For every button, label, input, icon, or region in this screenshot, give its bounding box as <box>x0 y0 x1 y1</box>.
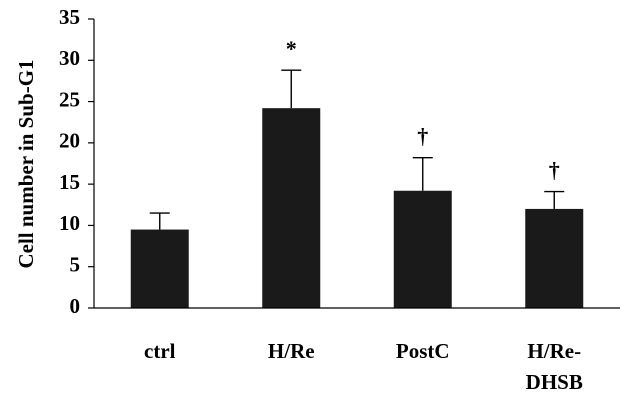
y-tick-label: 20 <box>59 129 80 153</box>
x-category-label: ctrl <box>144 339 176 363</box>
x-category-label: DHSB <box>526 370 583 394</box>
x-category-label: H/Re <box>268 339 315 363</box>
bars: * † † <box>131 36 584 308</box>
y-tick-label: 0 <box>70 294 81 318</box>
y-tick-label: 10 <box>59 211 80 235</box>
y-axis-ticks: 0 5 10 15 20 25 30 35 <box>59 5 94 318</box>
significance-marker: † <box>549 158 560 183</box>
category-labels: ctrl H/Re PostC H/Re- DHSB <box>144 339 583 394</box>
x-category-label: PostC <box>396 339 450 363</box>
y-tick-label: 25 <box>59 87 80 111</box>
bar <box>394 191 452 308</box>
x-category-label: H/Re- <box>527 339 581 363</box>
y-tick-label: 15 <box>59 170 80 194</box>
y-tick-label: 30 <box>59 46 80 70</box>
bar <box>262 108 320 308</box>
y-tick-label: 5 <box>70 253 81 277</box>
y-axis-title: Cell number in Sub-G1 <box>14 59 38 268</box>
significance-marker: † <box>417 124 428 149</box>
bar <box>131 230 189 308</box>
significance-marker: * <box>286 36 297 61</box>
y-tick-label: 35 <box>59 5 80 29</box>
bar <box>525 209 583 308</box>
